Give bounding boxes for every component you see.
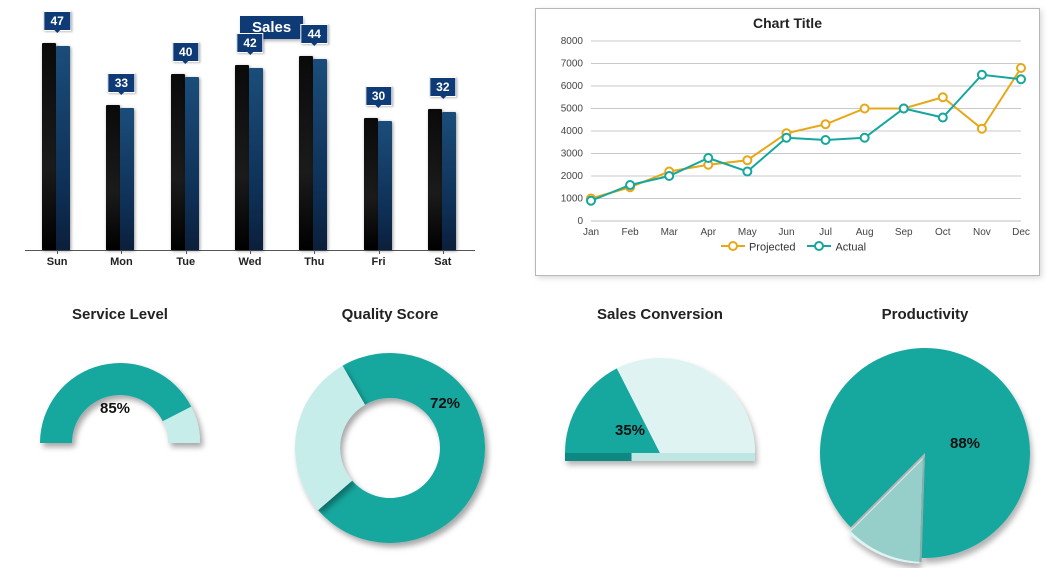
svg-text:Sep: Sep [895,227,913,238]
svg-text:3000: 3000 [561,149,584,160]
svg-text:Jun: Jun [778,227,794,238]
sales-conversion-title: Sales Conversion [540,306,780,323]
svg-text:Feb: Feb [621,227,639,238]
svg-text:May: May [738,227,757,238]
bar-value-label: 47 [43,11,70,31]
bar-value-label: 42 [236,33,263,53]
sales-bar-plot: 47Sun33Mon40Tue42Wed44Thu30Fri32Sat [25,30,475,251]
sales-bar-chart: Sales 47Sun33Mon40Tue42Wed44Thu30Fri32Sa… [15,10,485,280]
dashboard: Sales 47Sun33Mon40Tue42Wed44Thu30Fri32Sa… [0,0,1057,587]
svg-text:5000: 5000 [561,104,584,115]
svg-text:88%: 88% [950,435,980,452]
svg-text:Nov: Nov [973,227,991,238]
svg-text:35%: 35% [615,422,645,439]
svg-text:8000: 8000 [561,36,584,47]
svg-text:Dec: Dec [1012,227,1030,238]
sales-conversion-chart: Sales Conversion 35% [540,300,780,483]
bar-value-label: 30 [365,86,392,106]
legend-label: Projected [749,241,795,253]
productivity-chart: Productivity 88% [805,300,1045,568]
svg-text:Jan: Jan [583,227,599,238]
svg-text:72%: 72% [430,395,460,412]
svg-text:6000: 6000 [561,81,584,92]
svg-text:Jul: Jul [819,227,832,238]
line-chart-legend: Projected Actual [536,241,1039,258]
sales-conversion-plot: 35% [550,333,770,483]
line-chart-title: Chart Title [536,9,1039,31]
svg-text:0: 0 [577,216,583,227]
bar-value-label: 33 [108,73,135,93]
svg-text:7000: 7000 [561,59,584,70]
service-level-chart: Service Level 85% [10,300,230,483]
service-level-plot: 85% [20,333,220,483]
legend-label: Actual [835,241,866,253]
svg-text:85%: 85% [100,400,130,417]
productivity-plot: 88% [810,333,1040,568]
projected-actual-line-chart: Chart Title 0 1000 2000 3000 4000 5000 6000 700… [535,8,1040,276]
bar-value-label: 44 [301,24,328,44]
service-level-title: Service Level [10,306,230,323]
quality-score-chart: Quality Score 72% [270,300,510,558]
bar-value-label: 40 [172,42,199,62]
quality-score-plot: 72% [280,333,500,558]
svg-text:2000: 2000 [561,171,584,182]
line-chart-plot: 0 1000 2000 3000 4000 5000 6000 7000 8000 Jan Feb M… [536,31,1041,241]
svg-text:Oct: Oct [935,227,951,238]
bar-value-label: 32 [429,77,456,97]
svg-text:Mar: Mar [661,227,679,238]
productivity-title: Productivity [805,306,1045,323]
svg-text:Aug: Aug [856,227,874,238]
svg-text:4000: 4000 [561,126,584,137]
svg-text:1000: 1000 [561,194,584,205]
quality-score-title: Quality Score [270,306,510,323]
svg-text:Apr: Apr [700,227,716,238]
